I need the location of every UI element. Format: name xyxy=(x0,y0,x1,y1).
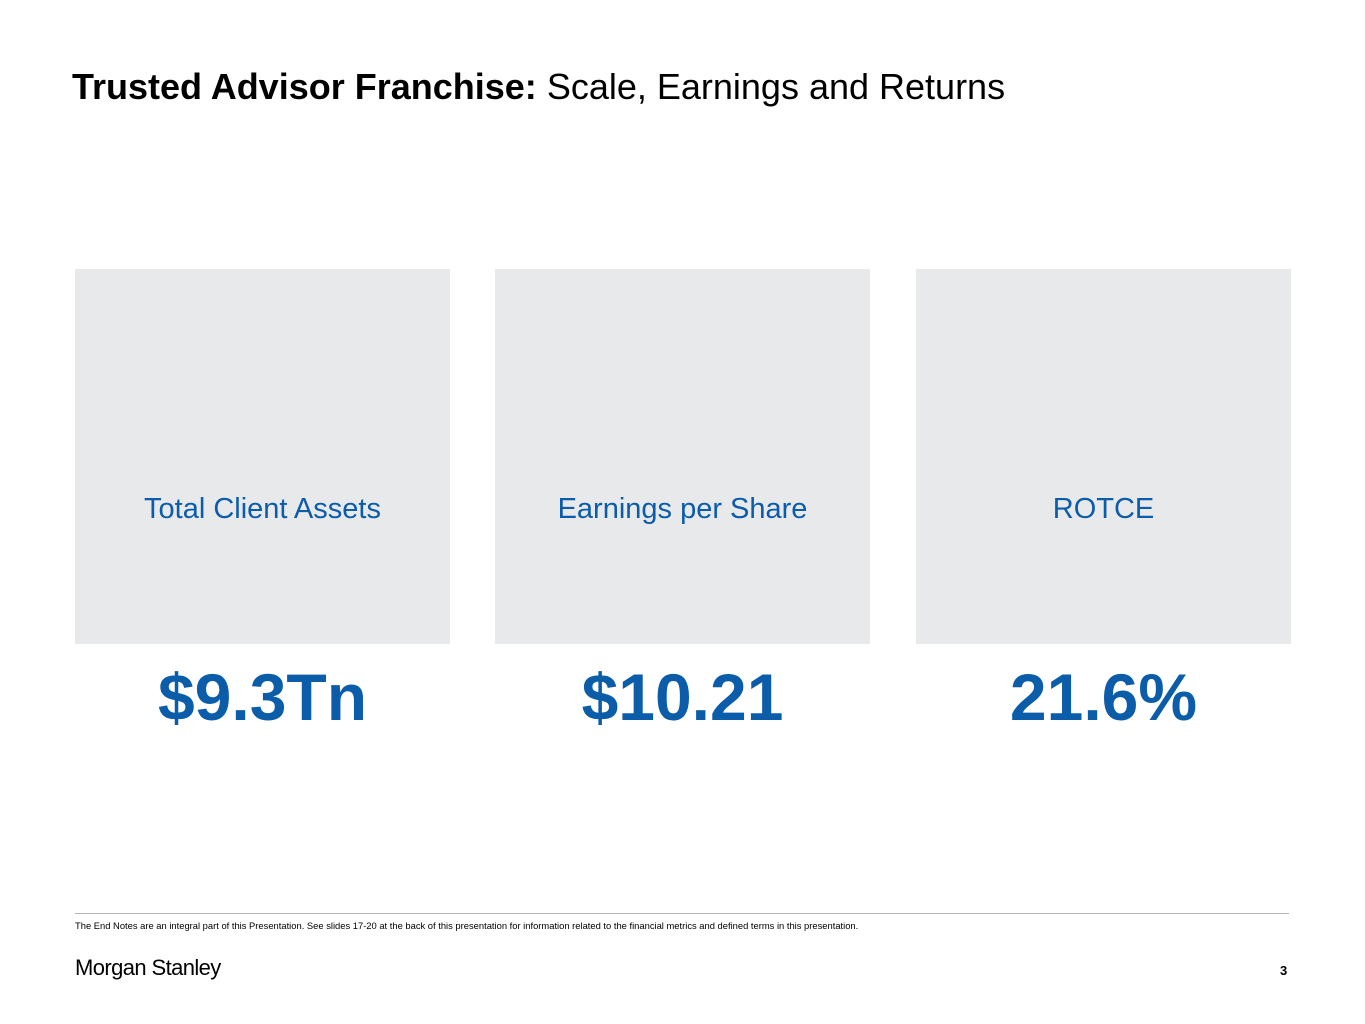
title-bold: Trusted Advisor Franchise: xyxy=(72,66,537,107)
metric-label: Earnings per Share xyxy=(557,493,808,525)
slide-title: Trusted Advisor Franchise: Scale, Earnin… xyxy=(72,66,1005,108)
metric-value: $9.3Tn xyxy=(157,660,368,734)
metric-label: Total Client Assets xyxy=(144,493,381,525)
metric-card: 21.6% ROTCE xyxy=(916,269,1291,734)
logo: Morgan Stanley xyxy=(75,955,221,980)
metric-label: ROTCE xyxy=(1052,493,1155,525)
title-rest: Scale, Earnings and Returns xyxy=(546,66,1006,107)
page-number: 3 xyxy=(1280,963,1288,978)
metric-value: 21.6% xyxy=(1009,660,1198,734)
footnote: The End Notes are an integral part of th… xyxy=(75,920,859,931)
footer-rule xyxy=(75,913,1289,914)
metric-card: $9.3Tn Total Client Assets xyxy=(75,269,450,734)
metric-card: $10.21 Earnings per Share xyxy=(495,269,870,734)
metric-value: $10.21 xyxy=(581,660,784,734)
